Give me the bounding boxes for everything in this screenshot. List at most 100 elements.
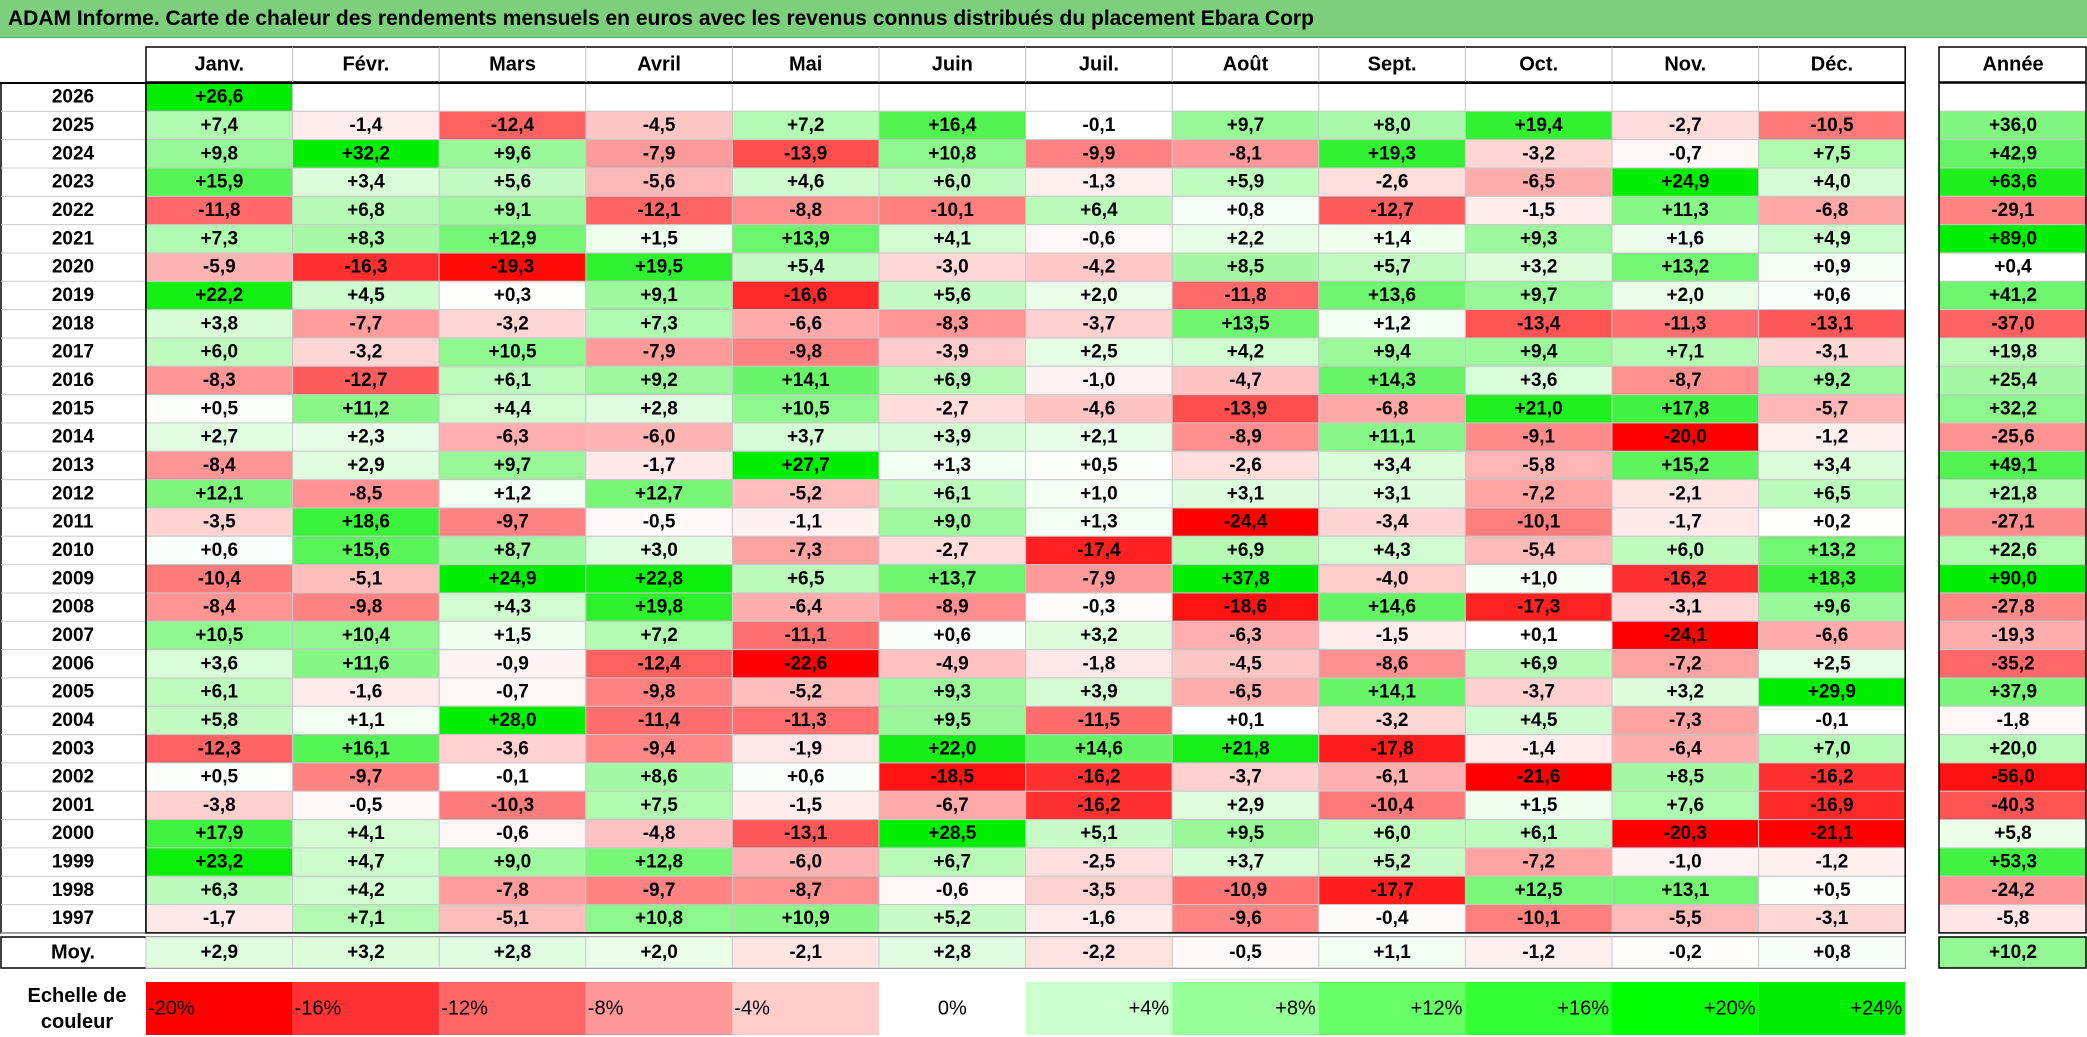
cell-value: +9,5	[1227, 823, 1265, 844]
heatmap-cell	[1171, 394, 1320, 424]
cell-value: +3,1	[1373, 483, 1411, 504]
cell-value: +13,2	[1661, 257, 1709, 278]
heatmap-cell	[1171, 450, 1320, 481]
average-cell	[1318, 936, 1466, 969]
cell-value: +15,9	[195, 172, 243, 193]
heatmap-cell	[292, 479, 440, 509]
cell-value: -17,8	[1370, 738, 1413, 759]
heatmap-cell	[1611, 82, 1760, 112]
cell-value: +1,5	[494, 625, 532, 646]
heatmap-cell	[145, 195, 294, 226]
annual-cell	[1938, 280, 2087, 311]
year-label-2025: 2025	[52, 115, 95, 136]
cell-value: +6,9	[1227, 540, 1265, 561]
heatmap-cell	[1171, 167, 1320, 197]
heatmap-cell	[292, 819, 440, 849]
annual-cell	[1938, 649, 2087, 679]
heatmap-cell	[585, 110, 733, 141]
month-header-12: Déc.	[1811, 54, 1853, 76]
heatmap-cell	[585, 592, 733, 622]
cell-value: -3,1	[1669, 597, 1702, 618]
annual-cell	[1938, 904, 2087, 934]
heatmap-cell	[1611, 309, 1760, 339]
heatmap-cell	[1758, 195, 1906, 226]
heatmap-cell	[1758, 564, 1906, 594]
heatmap-cell	[878, 337, 1027, 367]
cell-value: -8,7	[789, 880, 822, 901]
year-label-1999: 1999	[52, 852, 94, 873]
cell-value: -21,1	[1810, 823, 1854, 844]
heatmap-cell	[1464, 705, 1613, 736]
annual-value: +63,6	[1989, 172, 2037, 193]
cell-value: -2,6	[1376, 172, 1409, 193]
heatmap-cell	[1611, 110, 1760, 141]
heatmap-cell	[1464, 790, 1613, 821]
cell-value: +4,5	[347, 285, 385, 306]
cell-value: -7,3	[1669, 710, 1702, 731]
cell-value: +9,6	[494, 143, 532, 164]
cell-value: +6,3	[201, 880, 239, 901]
cell-value: +6,1	[934, 483, 972, 504]
color-scale-swatch	[1172, 982, 1319, 1035]
heatmap-cell	[1171, 507, 1320, 537]
cell-value: +2,3	[347, 427, 385, 448]
heatmap-cell	[1611, 875, 1760, 906]
annual-value: +22,6	[1989, 540, 2037, 561]
heatmap-cell	[585, 790, 733, 821]
color-scale-swatch	[585, 982, 733, 1035]
cell-value: +2,7	[201, 427, 239, 448]
heatmap-cell	[1318, 309, 1466, 339]
cell-value: -10,1	[1517, 512, 1561, 533]
month-header-3: Mars	[489, 54, 536, 76]
cell-value: -1,5	[789, 795, 822, 816]
heatmap-cell	[1464, 337, 1613, 367]
average-cell	[585, 936, 733, 969]
cell-value: +11,6	[342, 653, 389, 674]
cell-value: -8,4	[203, 597, 236, 618]
heatmap-cell	[1758, 337, 1906, 367]
cell-value: -6,0	[789, 852, 822, 873]
cell-value: +5,1	[1080, 823, 1118, 844]
cell-value: -4,6	[1083, 398, 1116, 419]
cell-value: -4,7	[1229, 370, 1262, 391]
cell-value: -7,9	[643, 342, 676, 363]
cell-value: +8,5	[1227, 257, 1265, 278]
cell-value: +2,8	[640, 398, 678, 419]
annual-value: +49,1	[1989, 455, 2038, 476]
annual-value: +19,8	[1989, 342, 2037, 363]
cell-value: -13,1	[784, 823, 828, 844]
cell-value: +1,5	[640, 228, 678, 249]
cell-value: -13,1	[1810, 313, 1854, 334]
heatmap-cell	[292, 904, 440, 934]
cell-value: -10,3	[491, 795, 534, 816]
cell-value: +14,1	[782, 370, 831, 391]
cell-value: +5,6	[494, 172, 532, 193]
annual-cell	[1938, 705, 2087, 736]
cell-value: +5,6	[934, 285, 972, 306]
month-header-1: Janv.	[194, 54, 244, 76]
cell-value: -2,1	[1669, 483, 1702, 504]
cell-value: +4,1	[347, 823, 385, 844]
heatmap-cell	[145, 535, 294, 566]
heatmap-cell	[731, 535, 880, 566]
heatmap-cell	[438, 450, 587, 481]
cell-value: +1,5	[1520, 795, 1558, 816]
cell-value: +9,7	[494, 455, 532, 476]
average-value: -1,2	[1522, 942, 1555, 963]
heatmap-cell	[292, 394, 440, 424]
heatmap-cell	[585, 280, 733, 311]
heatmap-cell	[731, 564, 880, 594]
cell-value: -5,4	[1522, 540, 1555, 561]
cell-value: +4,2	[1227, 342, 1265, 363]
cell-value: +6,9	[1520, 653, 1558, 674]
cell-value: -9,8	[789, 342, 822, 363]
heatmap-cell	[438, 649, 587, 679]
cell-value: -16,2	[1077, 767, 1120, 788]
heatmap-cell	[1464, 394, 1613, 424]
heatmap-cell	[1318, 167, 1466, 197]
heatmap-cell	[1171, 422, 1320, 452]
year-label-2023: 2023	[52, 172, 94, 193]
heatmap-cell	[1171, 847, 1320, 877]
cell-value: -9,7	[350, 767, 383, 788]
cell-value: -8,4	[203, 455, 236, 476]
